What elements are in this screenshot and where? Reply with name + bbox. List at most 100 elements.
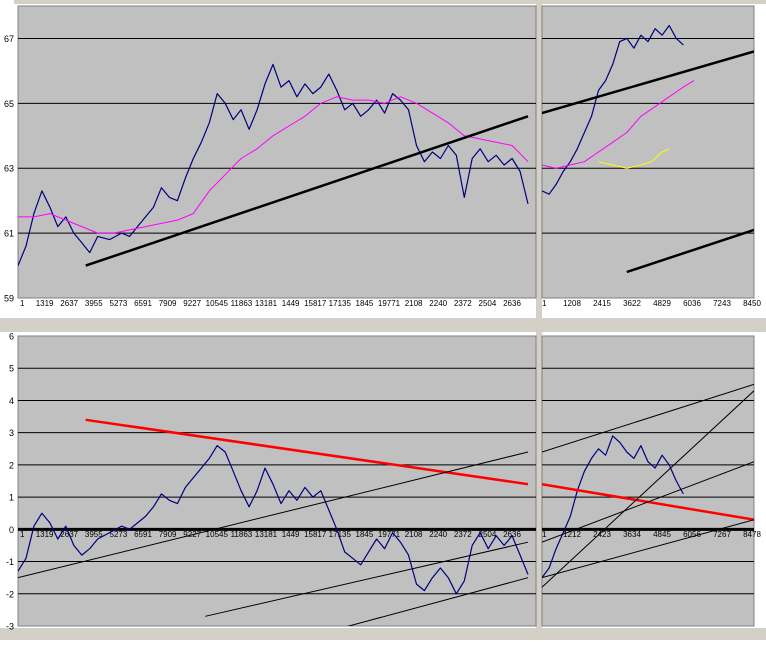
x-tick-label: 19771 (378, 299, 401, 308)
x-tick-label: 1208 (563, 299, 581, 308)
x-tick-label: 2415 (593, 299, 611, 308)
x-tick-label: 1845 (356, 299, 374, 308)
x-tick-label: 3955 (85, 299, 103, 308)
x-tick-label: 11863 (231, 530, 253, 539)
x-tick-label: 2240 (429, 299, 447, 308)
x-tick-label: 7909 (159, 299, 177, 308)
x-tick-label: 8478 (743, 530, 761, 539)
series-line-data-0 (542, 435, 684, 579)
series-line-data-0 (18, 445, 529, 595)
series-line-trendline-4 (542, 390, 754, 588)
series-line-trendline-4 (346, 577, 529, 626)
x-tick-label: 17135 (329, 530, 352, 539)
series-line-trendline-1 (85, 418, 529, 486)
x-tick-label: 2423 (593, 530, 611, 539)
bottom-frame-strip (0, 628, 766, 640)
series-group (18, 418, 529, 626)
x-tick-label: 6036 (683, 299, 701, 308)
x-tick-label: 2372 (454, 530, 472, 539)
x-tick-label: 4829 (653, 299, 671, 308)
x-tick-label: 10545 (206, 299, 229, 308)
x-tick-label: 2108 (405, 299, 423, 308)
x-tick-label: 1 (542, 530, 547, 539)
x-tick-label: 9227 (183, 299, 201, 308)
chart-panel-top-left: 59 61 63 65 67 1 1319 2637 3955 5273 6591 7909 9227 1… (4, 5, 537, 308)
x-tick-label: 7267 (713, 530, 731, 539)
x-tick-label: 17135 (329, 299, 352, 308)
x-tick-label: 5273 (110, 530, 128, 539)
x-tick-label: 7909 (159, 530, 177, 539)
chart-panel-bottom-right: 112122423363448456056726784789689 (541, 335, 761, 627)
x-tick-label: 19771 (378, 530, 401, 539)
x-tick-label: 4845 (653, 530, 671, 539)
y-tick-label: 3 (9, 428, 14, 438)
x-tick-label: 1319 (36, 530, 54, 539)
y-tick-label: 4 (9, 396, 14, 406)
x-tick-label: 13181 (255, 530, 278, 539)
x-tick-label: 11863 (231, 299, 253, 308)
x-tick-label: 3634 (623, 530, 641, 539)
x-tick-label: 2636 (503, 299, 521, 308)
y-tick-label: -3 (6, 622, 14, 632)
series-line-trendline-3 (205, 541, 529, 617)
series-line-trendline-3 (542, 50, 754, 115)
series-group (542, 24, 754, 274)
series-line-data-2 (598, 148, 670, 169)
y-tick-label: 59 (4, 294, 14, 304)
x-tick-label: 6591 (134, 299, 152, 308)
x-tick-label: 1 (20, 299, 25, 308)
plot-area (541, 335, 755, 627)
x-tick-label: 1212 (563, 530, 581, 539)
panel-divider-horizontal (0, 318, 766, 332)
x-tick-label: 2372 (454, 299, 472, 308)
x-tick-label: 10545 (206, 530, 229, 539)
series-line-trendline-2 (18, 451, 529, 579)
y-tick-label: 61 (4, 229, 14, 239)
x-tick-label: 15817 (304, 530, 327, 539)
x-tick-label: 1319 (36, 299, 54, 308)
x-tick-label: 5273 (110, 299, 128, 308)
x-tick-label: 1 (20, 530, 25, 539)
x-tick-label: 8450 (743, 299, 761, 308)
y-tick-label: 2 (9, 460, 14, 470)
y-tick-label: 1 (9, 493, 14, 503)
chart-panel-top-right: 112082415362248296036724384509657 (541, 5, 761, 308)
series-group (542, 383, 754, 588)
x-tick-label: 2504 (479, 530, 497, 539)
plot-area (17, 335, 537, 627)
x-tick-label: 2504 (479, 299, 497, 308)
y-tick-label: 0 (9, 525, 14, 535)
y-tick-label: 5 (9, 364, 14, 374)
x-tick-label: 1449 (282, 299, 300, 308)
series-line-data-1 (542, 80, 695, 169)
y-tick-label: 67 (4, 34, 14, 44)
x-tick-label: 15817 (304, 299, 327, 308)
series-line-trendline-2 (542, 383, 754, 453)
series-line-trendline-5 (542, 519, 754, 579)
x-tick-label: 1845 (356, 530, 374, 539)
series-line-trendline-3 (542, 461, 754, 543)
plot-area (17, 5, 537, 299)
x-tick-label: 1449 (282, 530, 300, 539)
x-tick-label: 6056 (683, 530, 701, 539)
x-tick-label: 13181 (255, 299, 278, 308)
series-line-data-0 (542, 24, 684, 195)
x-tick-label: 2108 (405, 530, 423, 539)
top-frame-strip (14, 0, 766, 4)
series-group (18, 63, 529, 267)
x-tick-label: 3955 (85, 530, 103, 539)
y-tick-label: -2 (6, 589, 14, 599)
plot-area (541, 5, 755, 299)
y-tick-label: 63 (4, 164, 14, 174)
series-line-trendline-4 (626, 228, 754, 274)
x-tick-label: 1 (542, 299, 547, 308)
x-tick-label: 7243 (713, 299, 731, 308)
series-line-data-1 (18, 96, 529, 234)
x-tick-label: 2637 (60, 299, 78, 308)
x-tick-label: 2636 (503, 530, 521, 539)
x-tick-label: 2240 (429, 530, 447, 539)
series-line-trendline-2 (85, 115, 529, 267)
